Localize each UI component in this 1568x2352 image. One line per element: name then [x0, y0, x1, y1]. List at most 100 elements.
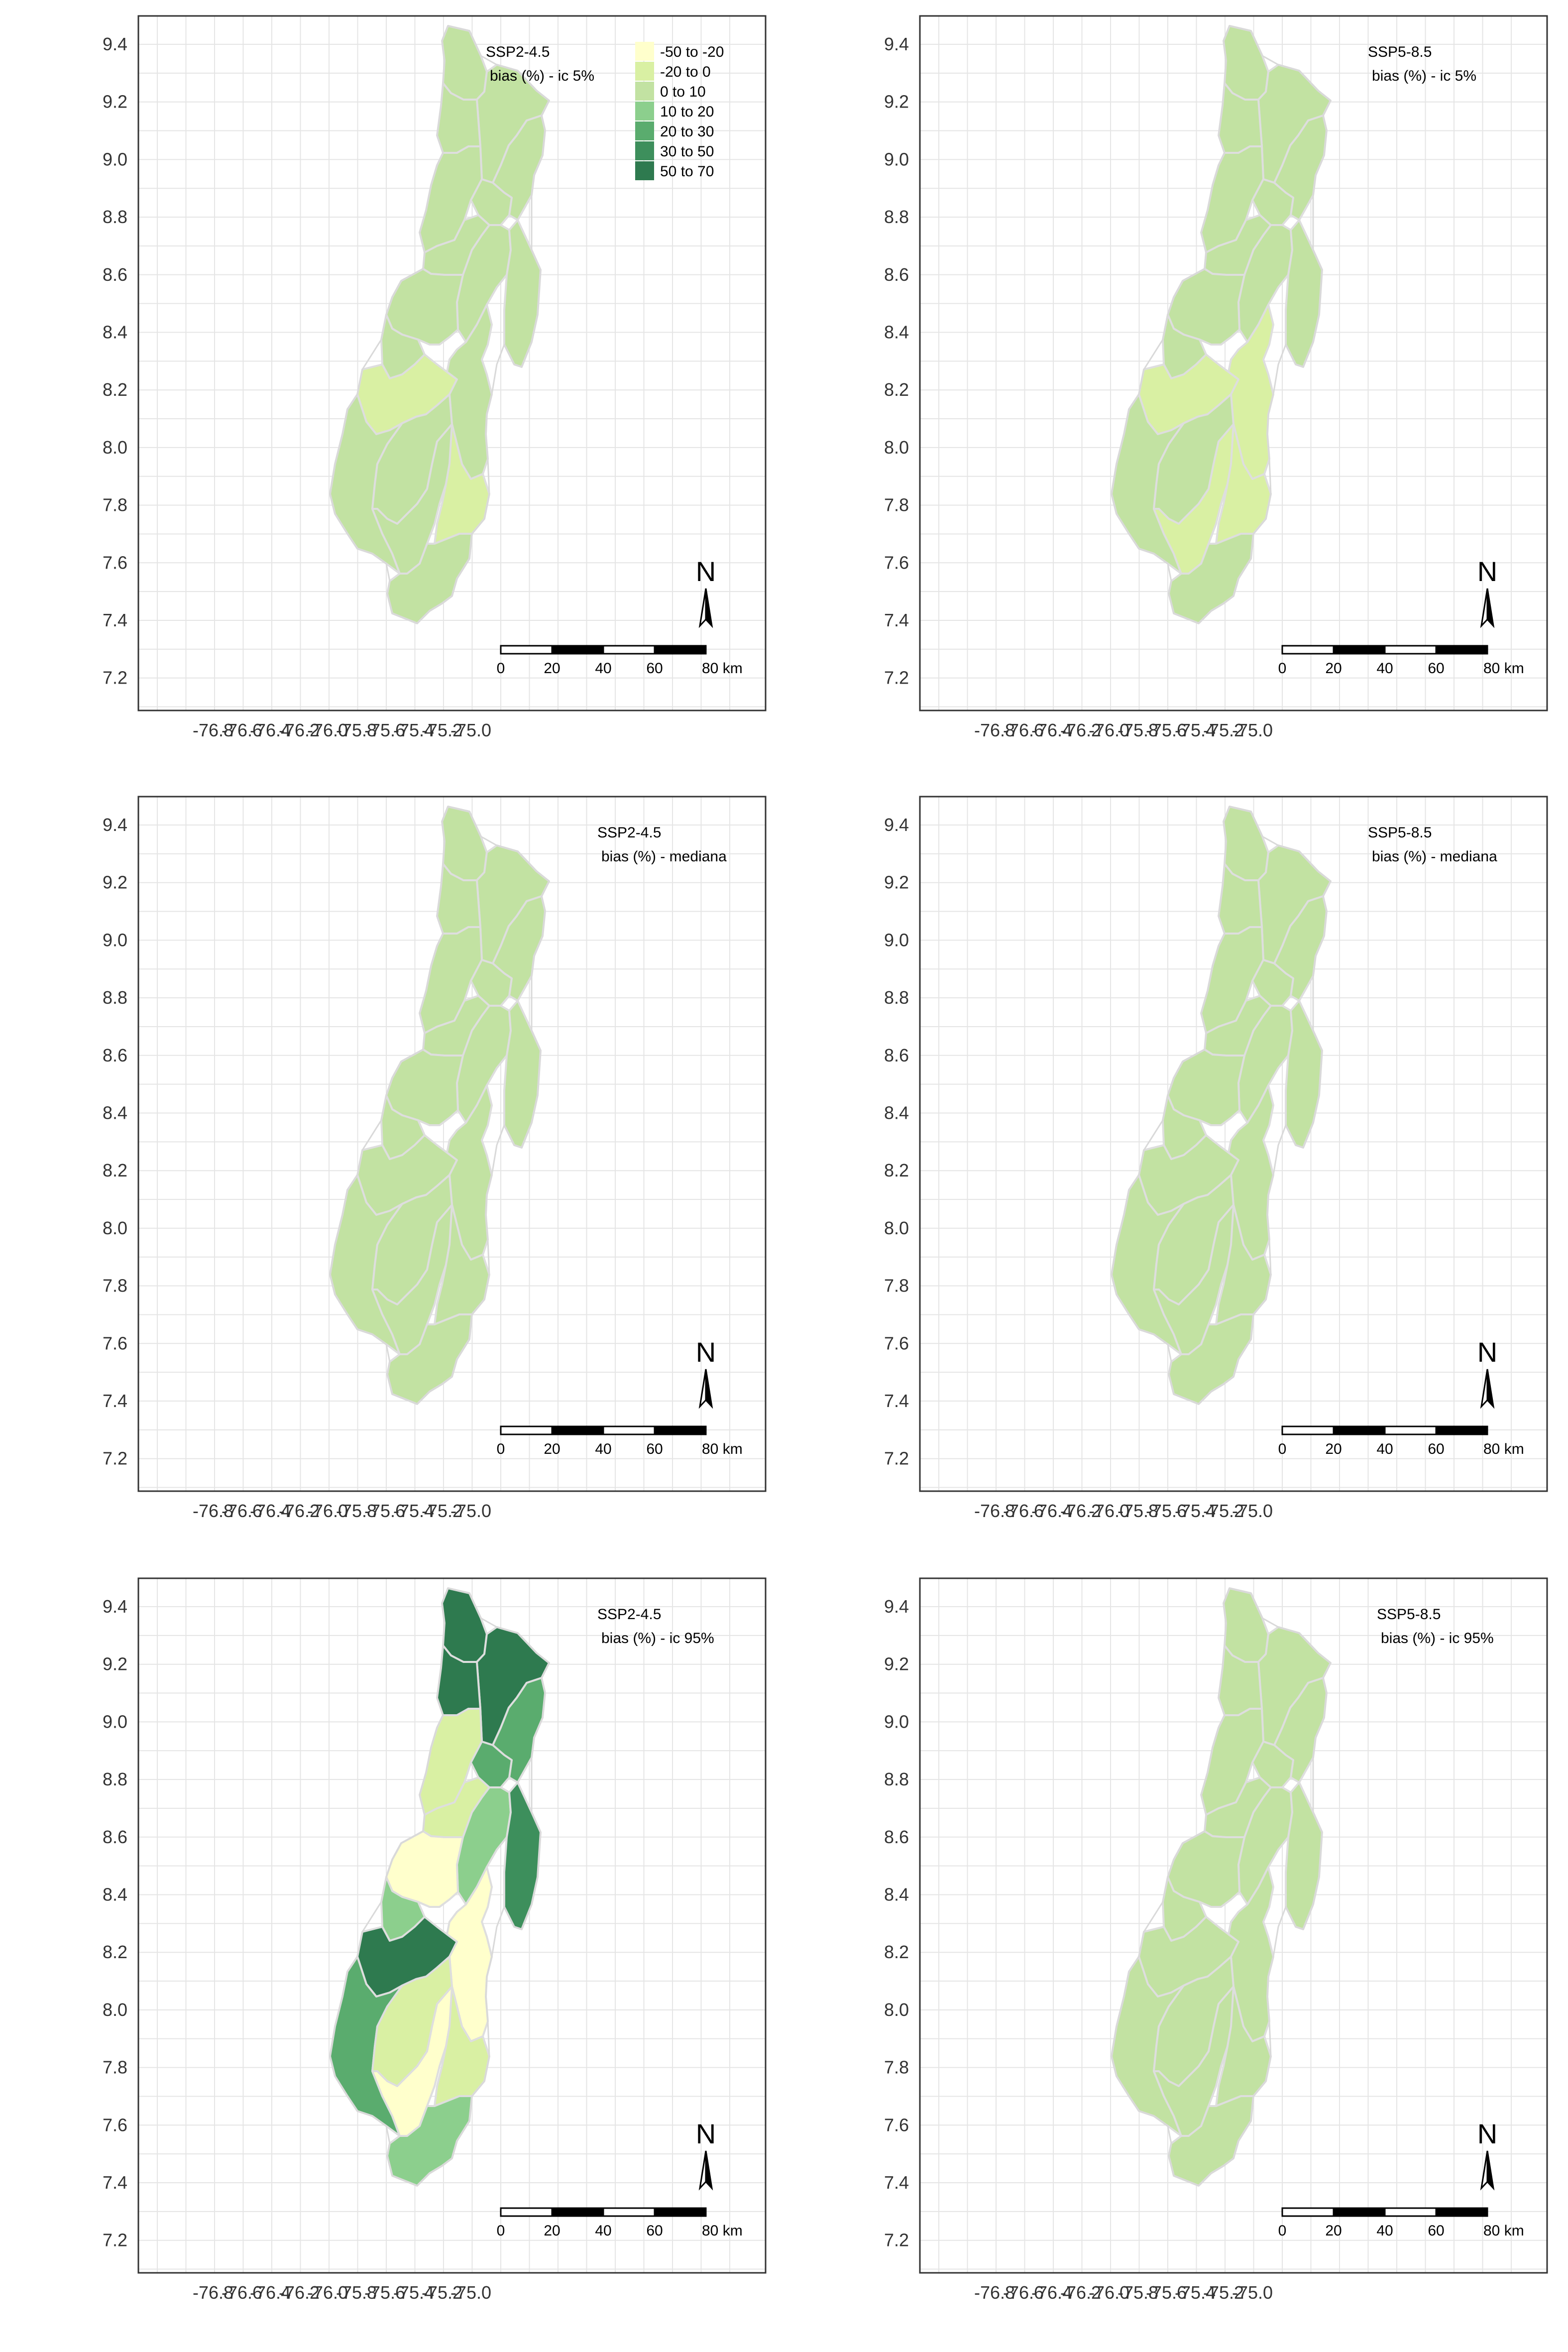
x-tick-label: -75.2	[1203, 720, 1244, 740]
y-tick-label: 8.2	[103, 1160, 127, 1180]
y-tick-label: 8.2	[103, 379, 127, 400]
north-label: N	[1477, 2118, 1497, 2149]
legend-label: 50 to 70	[660, 163, 714, 180]
y-tick-label: 7.6	[884, 1333, 909, 1353]
legend-swatch	[635, 42, 654, 61]
x-tick-label: -75.2	[422, 2282, 462, 2303]
y-tick-label: 7.6	[103, 552, 127, 573]
map-panel-2: -76.8-76.6-76.4-76.2-76.0-75.8-75.6-75.4…	[884, 15, 1548, 740]
x-tick-label: -75.4	[393, 1501, 434, 1521]
y-tick-label: 8.6	[103, 1045, 127, 1065]
scale-bar-segment	[551, 2207, 604, 2217]
scenario-label: SSP5-8.5	[1368, 824, 1432, 841]
legend: -50 to -20 -20 to 0 0 to 10 10 to 20 20 to 3…	[635, 42, 724, 180]
north-arrow: N	[1477, 1336, 1497, 1409]
scale-bar-label: 80 km	[702, 2223, 743, 2239]
basin-regions	[1111, 25, 1332, 624]
stat-label: bias (%) - mediana	[601, 848, 727, 865]
y-tick-label: 8.4	[103, 1884, 127, 1905]
legend-swatch	[635, 62, 654, 81]
x-tick-label: -76.4	[1031, 720, 1072, 740]
x-tick-label: -76.6	[222, 2282, 262, 2303]
scale-bar-label: 40	[1376, 660, 1393, 677]
x-tick-label: -75.2	[1203, 2282, 1244, 2303]
y-tick-label: 8.2	[103, 1942, 127, 1962]
y-tick-label: 7.4	[884, 2172, 909, 2193]
scale-bar: 0 20 40 60 80 km	[1278, 1425, 1524, 1457]
y-tick-label: 7.8	[884, 495, 909, 515]
x-tick-label: -75.4	[1175, 720, 1216, 740]
x-tick-label: -76.8	[974, 1501, 1015, 1521]
scale-bar-label: 20	[1325, 2223, 1342, 2239]
y-tick-label: 8.8	[884, 987, 909, 1008]
panel-frame	[919, 1577, 1548, 2274]
basin-regions	[329, 1587, 550, 2187]
x-tick-label: -75.6	[1146, 2282, 1187, 2303]
y-tick-label: 8.4	[103, 1103, 127, 1123]
y-tick-label: 7.4	[103, 1391, 127, 1411]
panel-frame	[137, 796, 767, 1492]
y-tick-label: 7.6	[884, 552, 909, 573]
y-tick-label: 7.2	[884, 668, 909, 688]
scale-bar-segment	[654, 645, 707, 655]
x-tick-label: -75.6	[1146, 720, 1187, 740]
x-tick-label: -76.8	[193, 2282, 233, 2303]
x-tick-label: -76.4	[1031, 1501, 1072, 1521]
scale-bar: 0 20 40 60 80 km	[497, 1425, 743, 1457]
scale-bar-label: 40	[595, 1441, 611, 1457]
basin-region-M	[446, 1866, 493, 2042]
legend-label: 10 to 20	[660, 104, 714, 120]
y-tick-label: 8.8	[103, 1769, 127, 1789]
y-tick-label: 9.4	[884, 34, 909, 54]
scale-bar-segment	[1435, 1425, 1488, 1435]
stat-label: bias (%) - ic 5%	[1372, 68, 1476, 84]
x-tick-label: -76.6	[1003, 720, 1044, 740]
north-arrow: N	[1477, 556, 1497, 628]
scale-bar: 0 20 40 60 80 km	[1278, 2207, 1524, 2239]
scale-bar-label: 40	[595, 660, 611, 677]
scale-bar-segment	[602, 1425, 656, 1435]
x-tick-label: -76.2	[1060, 720, 1101, 740]
north-arrow: N	[696, 556, 716, 628]
x-tick-label: -75.8	[336, 1501, 377, 1521]
y-tick-label: 9.0	[884, 1711, 909, 1732]
north-arrow-right-icon	[1486, 588, 1495, 628]
stat-label: bias (%) - ic 5%	[490, 68, 594, 84]
x-tick-label: -76.4	[250, 720, 291, 740]
x-tick-label: -75.0	[1232, 2282, 1273, 2303]
y-tick-label: 9.0	[884, 149, 909, 169]
y-tick-label: 8.8	[884, 207, 909, 227]
scenario-label: SSP2-4.5	[597, 1606, 661, 1623]
scale-bar-label: 60	[646, 2223, 663, 2239]
scale-bar-label: 20	[544, 1441, 560, 1457]
x-tick-label: -76.6	[1003, 2282, 1044, 2303]
y-tick-label: 8.0	[884, 1999, 909, 2020]
panel-frame	[137, 15, 767, 711]
x-tick-label: -76.8	[193, 1501, 233, 1521]
scale-bar-label: 0	[1278, 660, 1287, 677]
north-arrow-right-icon	[705, 1369, 713, 1409]
y-tick-label: 9.2	[103, 92, 127, 112]
scale-bar-segment	[1281, 1425, 1335, 1435]
scale-bar-label: 60	[1428, 1441, 1444, 1457]
x-tick-label: -76.6	[222, 720, 262, 740]
x-tick-label: -76.2	[279, 1501, 320, 1521]
north-label: N	[1477, 556, 1497, 587]
y-tick-label: 8.6	[103, 1827, 127, 1847]
x-tick-label: -76.2	[1060, 2282, 1101, 2303]
legend-swatch	[635, 161, 654, 180]
north-arrow-right-icon	[1486, 1369, 1495, 1409]
x-tick-label: -75.4	[1175, 2282, 1216, 2303]
y-tick-label: 7.8	[884, 1276, 909, 1296]
x-tick-label: -76.4	[250, 2282, 291, 2303]
y-tick-label: 9.4	[103, 815, 127, 835]
legend-swatch	[635, 121, 654, 140]
basin-outline	[1111, 25, 1332, 624]
y-tick-label: 7.8	[103, 2057, 127, 2078]
x-tick-label: -75.6	[364, 720, 405, 740]
map-panel-3: -76.8-76.6-76.4-76.2-76.0-75.8-75.6-75.4…	[103, 796, 767, 1521]
y-tick-label: 9.4	[103, 1596, 127, 1617]
y-tick-label: 8.2	[884, 1942, 909, 1962]
y-tick-label: 7.8	[884, 2057, 909, 2078]
